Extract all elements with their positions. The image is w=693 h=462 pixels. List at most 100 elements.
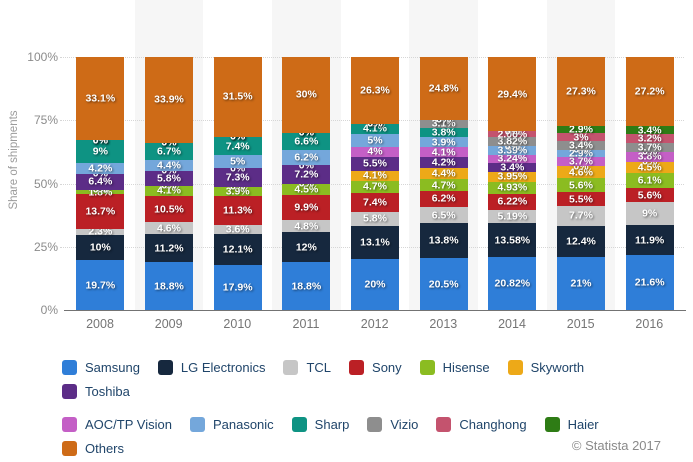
- bar-segment[interactable]: [213, 234, 262, 265]
- legend-item-panasonic[interactable]: Panasonic: [189, 417, 274, 432]
- bar-segment[interactable]: [351, 192, 399, 212]
- bar-segment[interactable]: [145, 234, 193, 263]
- bar-segment[interactable]: [213, 186, 262, 197]
- bar-segment[interactable]: [351, 180, 399, 193]
- bar-segment[interactable]: [488, 131, 537, 137]
- bar-segment[interactable]: [351, 123, 399, 134]
- bar-segment[interactable]: [76, 189, 125, 195]
- bar-segment[interactable]: [557, 256, 605, 310]
- bar-segment[interactable]: [488, 136, 537, 147]
- bar-segment[interactable]: [351, 170, 399, 181]
- bar-segment[interactable]: [419, 119, 468, 128]
- bar-segment[interactable]: [145, 142, 193, 160]
- bar-segment[interactable]: [213, 225, 262, 235]
- bar-segment[interactable]: [76, 229, 125, 235]
- bar-segment[interactable]: [625, 151, 674, 162]
- bar-segment[interactable]: [419, 191, 468, 207]
- bar-segment[interactable]: [557, 149, 605, 157]
- bar-segment[interactable]: [557, 57, 605, 127]
- bar-segment[interactable]: [282, 232, 331, 263]
- legend-item-haier[interactable]: Haier: [544, 417, 599, 432]
- bar-segment[interactable]: [351, 211, 399, 227]
- bar-segment[interactable]: [557, 225, 605, 257]
- legend-item-others[interactable]: Others: [62, 441, 124, 456]
- bar-segment[interactable]: [213, 264, 262, 310]
- bar-segment[interactable]: [145, 222, 193, 235]
- bar-segment[interactable]: [557, 166, 605, 178]
- bar-segment[interactable]: [282, 262, 331, 310]
- bar-segment[interactable]: [625, 225, 674, 256]
- bar-segment[interactable]: [76, 56, 125, 141]
- bar-segment[interactable]: [557, 156, 605, 167]
- bar-segment[interactable]: [419, 57, 468, 120]
- bar-segment[interactable]: [282, 132, 331, 150]
- bar-segment[interactable]: [282, 57, 331, 133]
- bar-segment[interactable]: [557, 126, 605, 134]
- legend-item-lg-electronics[interactable]: LG Electronics: [157, 360, 265, 375]
- bar-segment[interactable]: [76, 163, 125, 174]
- bar-segment[interactable]: [488, 257, 537, 310]
- legend-item-sony[interactable]: Sony: [349, 360, 402, 375]
- legend-item-skyworth[interactable]: Skyworth: [507, 360, 584, 375]
- bar-segment[interactable]: [145, 195, 193, 223]
- bar-segment[interactable]: [488, 163, 537, 172]
- bar-segment[interactable]: [213, 168, 262, 187]
- legend-item-toshiba[interactable]: Toshiba: [62, 384, 130, 399]
- legend-item-hisense[interactable]: Hisense: [419, 360, 490, 375]
- bar-segment[interactable]: [625, 134, 674, 143]
- bar-segment[interactable]: [145, 262, 193, 310]
- bar-segment[interactable]: [625, 142, 674, 152]
- bar-segment[interactable]: [419, 179, 468, 192]
- bar-segment[interactable]: [419, 137, 468, 148]
- bar-segment[interactable]: [351, 146, 399, 157]
- bar-segment[interactable]: [213, 196, 262, 225]
- bar-segment[interactable]: [625, 172, 674, 189]
- legend-item-aoc-tp-vision[interactable]: AOC/TP Vision: [62, 417, 172, 432]
- bar-segment[interactable]: [351, 156, 399, 171]
- bar-segment[interactable]: [488, 181, 537, 195]
- bar-segment[interactable]: [488, 154, 537, 164]
- bar-segment[interactable]: [282, 149, 331, 166]
- bar-segment[interactable]: [76, 140, 125, 164]
- bar-segment[interactable]: [488, 171, 537, 182]
- bar-segment[interactable]: [557, 141, 605, 150]
- bar-segment[interactable]: [76, 260, 125, 310]
- bar-segment[interactable]: [351, 57, 399, 124]
- bar-segment[interactable]: [76, 173, 125, 190]
- bar-segment[interactable]: [557, 192, 605, 207]
- bar-segment[interactable]: [282, 165, 331, 184]
- bar-segment[interactable]: [419, 206, 468, 224]
- bar-segment[interactable]: [351, 133, 399, 147]
- bar-segment[interactable]: [282, 194, 331, 220]
- bar-segment[interactable]: [488, 57, 537, 132]
- bar-segment[interactable]: [213, 136, 262, 156]
- bar-segment[interactable]: [351, 259, 399, 310]
- bar-segment[interactable]: [145, 57, 193, 143]
- legend-item-vizio[interactable]: Vizio: [367, 417, 418, 432]
- bar-segment[interactable]: [351, 226, 399, 260]
- bar-segment[interactable]: [557, 177, 605, 193]
- bar-segment[interactable]: [625, 125, 674, 135]
- legend-item-sharp[interactable]: Sharp: [291, 417, 349, 432]
- bar-segment[interactable]: [213, 57, 262, 137]
- bar-segment[interactable]: [557, 206, 605, 226]
- bar-segment[interactable]: [625, 57, 674, 126]
- bar-segment[interactable]: [145, 170, 193, 186]
- bar-segment[interactable]: [419, 258, 468, 310]
- bar-segment[interactable]: [419, 147, 468, 158]
- legend-item-tcl[interactable]: TCL: [283, 360, 331, 375]
- bar-segment[interactable]: [419, 127, 468, 138]
- bar-segment[interactable]: [419, 223, 468, 259]
- bar-segment[interactable]: [76, 234, 125, 261]
- bar-segment[interactable]: [625, 202, 674, 226]
- bar-segment[interactable]: [282, 219, 331, 233]
- bar-segment[interactable]: [488, 146, 537, 155]
- bar-segment[interactable]: [488, 194, 537, 210]
- bar-segment[interactable]: [625, 161, 674, 173]
- bar-segment[interactable]: [488, 209, 537, 223]
- bar-segment[interactable]: [76, 194, 125, 230]
- legend-item-samsung[interactable]: Samsung: [62, 360, 140, 375]
- bar-segment[interactable]: [488, 222, 537, 258]
- bar-segment[interactable]: [419, 157, 468, 169]
- bar-segment[interactable]: [419, 168, 468, 180]
